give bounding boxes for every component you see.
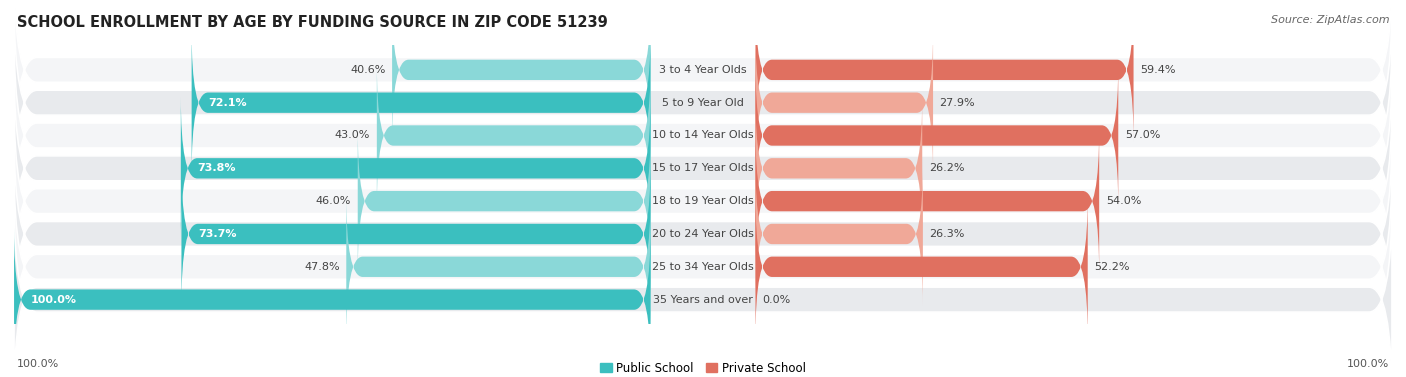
Text: SCHOOL ENROLLMENT BY AGE BY FUNDING SOURCE IN ZIP CODE 51239: SCHOOL ENROLLMENT BY AGE BY FUNDING SOUR… [17,15,607,30]
FancyBboxPatch shape [14,228,651,371]
Text: 25 to 34 Year Olds: 25 to 34 Year Olds [652,262,754,272]
Text: 10 to 14 Year Olds: 10 to 14 Year Olds [652,130,754,141]
FancyBboxPatch shape [14,132,1392,336]
Text: 100.0%: 100.0% [1347,359,1389,369]
Text: 35 Years and over: 35 Years and over [652,294,754,305]
Text: 100.0%: 100.0% [17,359,59,369]
FancyBboxPatch shape [755,0,1133,142]
Text: 27.9%: 27.9% [939,98,976,108]
Text: 54.0%: 54.0% [1105,196,1142,206]
Text: 46.0%: 46.0% [316,196,352,206]
Text: 47.8%: 47.8% [304,262,340,272]
FancyBboxPatch shape [14,197,1392,377]
Text: 43.0%: 43.0% [335,130,370,141]
FancyBboxPatch shape [755,162,922,306]
Text: 5 to 9 Year Old: 5 to 9 Year Old [662,98,744,108]
Text: 15 to 17 Year Olds: 15 to 17 Year Olds [652,163,754,173]
FancyBboxPatch shape [755,97,922,240]
FancyBboxPatch shape [191,31,651,175]
FancyBboxPatch shape [14,0,1392,205]
FancyBboxPatch shape [755,129,1099,273]
Text: 59.4%: 59.4% [1140,65,1175,75]
Text: 18 to 19 Year Olds: 18 to 19 Year Olds [652,196,754,206]
Text: 72.1%: 72.1% [208,98,246,108]
FancyBboxPatch shape [755,64,1118,207]
FancyBboxPatch shape [181,97,651,240]
Text: 26.3%: 26.3% [929,229,965,239]
Text: 0.0%: 0.0% [762,294,790,305]
FancyBboxPatch shape [14,33,1392,238]
FancyBboxPatch shape [14,0,1392,172]
Text: 52.2%: 52.2% [1094,262,1130,272]
FancyBboxPatch shape [14,99,1392,303]
FancyBboxPatch shape [755,31,934,175]
Text: 20 to 24 Year Olds: 20 to 24 Year Olds [652,229,754,239]
Text: 26.2%: 26.2% [929,163,965,173]
Text: 57.0%: 57.0% [1125,130,1160,141]
FancyBboxPatch shape [377,64,651,207]
Text: 40.6%: 40.6% [350,65,385,75]
Text: 73.7%: 73.7% [198,229,236,239]
Text: Source: ZipAtlas.com: Source: ZipAtlas.com [1271,15,1389,25]
Text: 3 to 4 Year Olds: 3 to 4 Year Olds [659,65,747,75]
Legend: Public School, Private School: Public School, Private School [595,357,811,377]
FancyBboxPatch shape [346,195,651,339]
FancyBboxPatch shape [755,195,1088,339]
FancyBboxPatch shape [14,164,1392,369]
FancyBboxPatch shape [181,162,651,306]
FancyBboxPatch shape [392,0,651,142]
Text: 73.8%: 73.8% [197,163,236,173]
FancyBboxPatch shape [14,66,1392,271]
FancyBboxPatch shape [357,129,651,273]
Text: 100.0%: 100.0% [31,294,76,305]
